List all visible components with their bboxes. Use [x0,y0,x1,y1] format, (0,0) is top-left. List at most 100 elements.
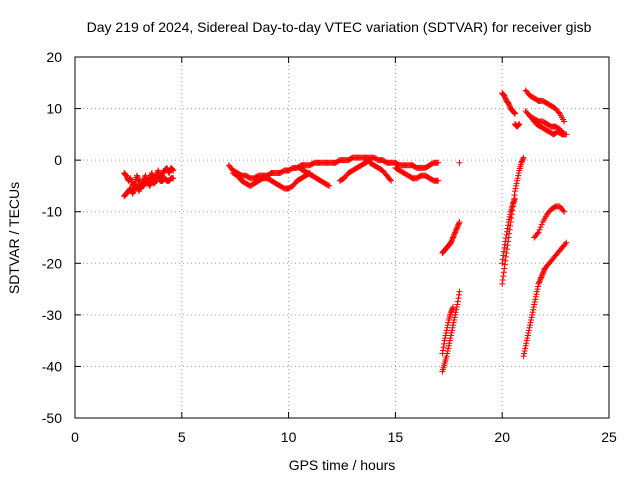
data-point-interp [518,158,525,165]
data-point-interp [515,121,522,128]
data-point [452,311,459,318]
data-point-interp [130,188,137,195]
data-point-interp [453,225,460,232]
data-point [512,188,519,195]
data-point-interp [446,340,453,347]
data-point-interp [534,230,541,237]
data-point [526,322,533,329]
data-point-interp [455,291,462,298]
series-late-track-M [531,203,568,241]
series-late-track-J [529,115,570,138]
series-late-track-B [439,288,463,375]
data-point-interp [522,345,529,352]
data-point-interp [506,216,513,223]
series-late-track-E [499,195,519,267]
data-point [146,182,153,189]
y-tick-label: 0 [54,152,62,168]
data-point [447,332,454,339]
data-point-interp [449,306,456,313]
data-point-interp [538,273,545,280]
data-point-interp [499,256,506,263]
data-point-interp [387,176,394,183]
data-point-interp [451,317,458,324]
data-point-interp [538,221,545,228]
data-point-interp [158,172,165,179]
data-point-interp [440,344,447,351]
data-point-interp [454,222,461,229]
data-point-interp [530,304,537,311]
data-point [454,224,461,231]
data-point [445,342,452,349]
series-late-track-C [439,304,457,357]
data-point [539,270,546,277]
data-point-interp [532,293,539,300]
data-point-interp [525,327,532,334]
data-point [529,311,536,318]
data-point-interp [513,182,520,189]
data-point-interp [502,238,509,245]
data-point [441,337,448,344]
data-point [563,239,570,246]
data-point-interp [453,226,460,233]
data-point-interp [169,166,176,173]
data-point-interp [123,173,130,180]
data-point [450,234,457,241]
data-point [561,118,568,125]
data-point-interp [505,222,512,229]
data-point [326,182,333,189]
data-point [435,177,442,184]
data-point [123,172,130,179]
data-point-interp [166,168,173,175]
data-point-interp [500,248,507,255]
data-point-interp [500,273,507,280]
data-point-interp [501,241,508,248]
data-point [435,159,442,166]
axis-ticks: 0 5 10 15 20 25 -50 -40 -30 -20 -10 0 10 20 [42,49,617,445]
data-point [499,280,506,287]
data-point-interp [449,324,456,331]
data-point-interp [169,166,176,173]
data-point-interp [447,335,454,342]
data-point-interp [452,228,459,235]
data-point-interp [511,191,518,198]
data-point-interp [502,257,509,264]
data-point [535,229,542,236]
y-tick-label: 10 [46,101,62,117]
y-tick-label: -40 [42,358,62,374]
data-point-interp [439,347,446,354]
data-point-interp [500,252,507,259]
series-late-track-L [541,239,570,272]
data-point-interp [540,269,547,276]
data-point-interp [530,306,537,313]
data-point [456,219,463,226]
data-point [509,200,516,207]
series-late-track-D [499,154,527,287]
data-point [447,309,454,316]
data-point-interp [449,305,456,312]
x-tick-label: 25 [601,429,617,445]
data-point-interp [519,157,526,164]
data-point-interp [513,180,520,187]
data-point [443,353,450,360]
data-point-interp [450,319,457,326]
data-point-interp [445,319,452,326]
data-point-interp [127,175,134,182]
data-point-interp [537,224,544,231]
data-point [133,182,140,189]
data-point-interp [529,309,536,316]
data-point-interp [534,283,541,290]
data-point-interp [532,296,539,303]
data-point-interp [506,101,513,108]
data-point-interp [448,329,455,336]
data-point [537,275,544,282]
data-point-interp [501,93,508,100]
data-point [518,159,525,166]
data-point-interp [448,307,455,314]
data-point [503,231,510,238]
series-midday-track-A [225,154,442,182]
data-point [520,154,527,161]
data-point-interp [448,238,455,245]
data-point [170,167,177,174]
data-point [499,260,506,267]
data-point [505,219,512,226]
